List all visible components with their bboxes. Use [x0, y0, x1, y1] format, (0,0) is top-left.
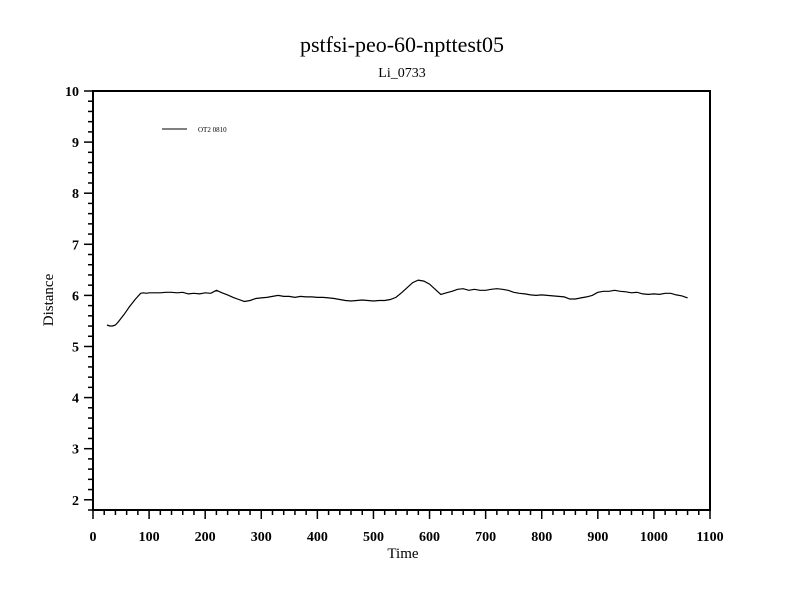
legend-label: OT2 0810 — [198, 126, 227, 134]
x-tick-label: 800 — [531, 530, 552, 545]
y-tick-label: 2 — [72, 494, 79, 509]
y-tick-label: 5 — [72, 340, 79, 355]
x-tick-label: 300 — [251, 530, 272, 545]
y-tick-label: 9 — [72, 136, 79, 151]
x-tick-label: 1100 — [696, 530, 723, 545]
x-tick-label: 1000 — [640, 530, 668, 545]
x-tick-label: 600 — [419, 530, 440, 545]
x-tick-label: 0 — [90, 530, 97, 545]
axes: 0 100 200 300 400 500 600 700 800 900 1000 1100 2 3 4 5… — [65, 85, 724, 545]
y-tick-label: 8 — [72, 187, 79, 202]
x-tick-label: 500 — [363, 530, 384, 545]
series-layer — [106, 279, 688, 327]
chart-title: pstfsi-peo-60-npttest05 — [300, 32, 504, 57]
y-tick-label: 6 — [72, 289, 79, 304]
x-tick-label: 900 — [587, 530, 608, 545]
x-tick-label: 700 — [475, 530, 496, 545]
y-axis-label: Distance — [41, 273, 57, 326]
series-line — [106, 279, 688, 327]
x-tick-label: 200 — [195, 530, 216, 545]
x-tick-label: 100 — [139, 530, 160, 545]
legend: OT2 0810 — [162, 126, 227, 134]
y-tick-label: 7 — [72, 238, 79, 253]
x-axis-label: Time — [387, 546, 418, 562]
chart-subtitle: Li_0733 — [378, 66, 425, 81]
y-tick-label: 4 — [72, 392, 79, 407]
plot-frame — [92, 90, 711, 511]
x-tick-label: 400 — [307, 530, 328, 545]
y-tick-label: 3 — [72, 443, 79, 458]
y-tick-label: 10 — [65, 85, 79, 100]
